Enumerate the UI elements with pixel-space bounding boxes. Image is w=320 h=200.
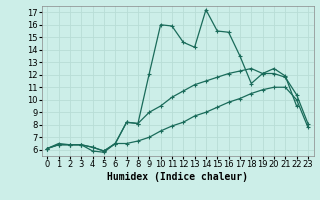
X-axis label: Humidex (Indice chaleur): Humidex (Indice chaleur) <box>107 172 248 182</box>
